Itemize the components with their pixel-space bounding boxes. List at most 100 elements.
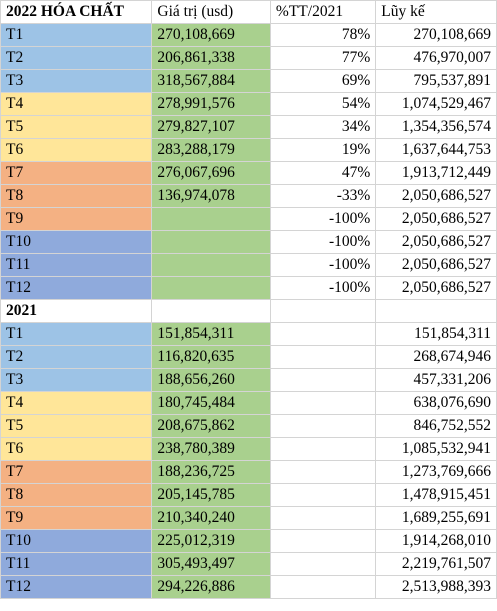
month-cell[interactable]: T10 [0,529,153,553]
cumulative-cell[interactable]: 1,074,529,467 [375,92,497,116]
pct-cell[interactable] [269,322,377,346]
empty-cell[interactable] [151,299,271,323]
value-cell[interactable]: 210,340,240 [151,506,271,530]
cumulative-cell[interactable]: 2,513,988,393 [375,575,497,599]
cumulative-cell[interactable]: 1,354,356,574 [375,115,497,139]
empty-cell[interactable] [269,299,377,323]
value-cell[interactable]: 188,656,260 [151,368,271,392]
value-cell[interactable]: 278,991,576 [151,92,271,116]
value-cell[interactable] [151,230,271,254]
value-cell[interactable]: 188,236,725 [151,460,271,484]
month-cell[interactable]: T7 [0,161,153,185]
month-cell[interactable]: T6 [0,437,153,461]
pct-cell[interactable] [269,552,377,576]
month-cell[interactable]: T1 [0,23,153,47]
month-cell[interactable]: T10 [0,230,153,254]
pct-cell[interactable]: 47% [269,161,377,185]
cumulative-cell[interactable]: 2,050,686,527 [375,276,497,300]
pct-cell[interactable]: -100% [269,207,377,231]
cumulative-cell[interactable]: 1,085,532,941 [375,437,497,461]
value-cell[interactable] [151,276,271,300]
month-cell[interactable]: T11 [0,552,153,576]
pct-cell[interactable]: 19% [269,138,377,162]
cumulative-cell[interactable]: 476,970,007 [375,46,497,70]
month-cell[interactable]: T4 [0,92,153,116]
pct-cell[interactable] [269,529,377,553]
pct-cell[interactable]: 69% [269,69,377,93]
cumulative-cell[interactable]: 795,537,891 [375,69,497,93]
month-cell[interactable]: T7 [0,460,153,484]
value-cell[interactable]: 136,974,078 [151,184,271,208]
month-cell[interactable]: T1 [0,322,153,346]
pct-cell[interactable]: 78% [269,23,377,47]
cumulative-cell[interactable]: 457,331,206 [375,368,497,392]
cumulative-cell[interactable]: 846,752,552 [375,414,497,438]
month-cell[interactable]: T9 [0,207,153,231]
month-cell[interactable]: T8 [0,483,153,507]
month-cell[interactable]: T5 [0,115,153,139]
value-cell[interactable]: 305,493,497 [151,552,271,576]
pct-cell[interactable]: -100% [269,253,377,277]
column-header-pct[interactable]: %TT/2021 [269,0,377,24]
month-cell[interactable]: T4 [0,391,153,415]
pct-cell[interactable] [269,483,377,507]
value-cell[interactable]: 238,780,389 [151,437,271,461]
pct-cell[interactable]: -100% [269,230,377,254]
cumulative-cell[interactable]: 1,689,255,691 [375,506,497,530]
pct-cell[interactable]: 77% [269,46,377,70]
cumulative-cell[interactable]: 2,050,686,527 [375,207,497,231]
pct-cell[interactable] [269,506,377,530]
cumulative-cell[interactable]: 268,674,946 [375,345,497,369]
month-cell[interactable]: T6 [0,138,153,162]
value-cell[interactable] [151,253,271,277]
cumulative-cell[interactable]: 2,219,761,507 [375,552,497,576]
cumulative-cell[interactable]: 1,637,644,753 [375,138,497,162]
value-cell[interactable]: 180,745,484 [151,391,271,415]
cumulative-cell[interactable]: 2,050,686,527 [375,230,497,254]
value-cell[interactable]: 208,675,862 [151,414,271,438]
value-cell[interactable]: 205,145,785 [151,483,271,507]
value-cell[interactable]: 206,861,338 [151,46,271,70]
pct-cell[interactable] [269,414,377,438]
column-header-value[interactable]: Giá trị (usd) [151,0,271,24]
pct-cell[interactable]: -100% [269,276,377,300]
cumulative-cell[interactable]: 151,854,311 [375,322,497,346]
pct-cell[interactable] [269,437,377,461]
month-cell[interactable]: T3 [0,368,153,392]
cumulative-cell[interactable]: 1,913,712,449 [375,161,497,185]
pct-cell[interactable] [269,391,377,415]
month-cell[interactable]: T3 [0,69,153,93]
cumulative-cell[interactable]: 2,050,686,527 [375,253,497,277]
empty-cell[interactable] [375,299,497,323]
value-cell[interactable]: 279,827,107 [151,115,271,139]
cumulative-cell[interactable]: 2,050,686,527 [375,184,497,208]
pct-cell[interactable]: 54% [269,92,377,116]
month-cell[interactable]: T8 [0,184,153,208]
value-cell[interactable]: 318,567,884 [151,69,271,93]
month-cell[interactable]: T12 [0,276,153,300]
pct-cell[interactable] [269,368,377,392]
month-cell[interactable]: T2 [0,46,153,70]
month-cell[interactable]: T11 [0,253,153,277]
value-cell[interactable]: 151,854,311 [151,322,271,346]
value-cell[interactable]: 225,012,319 [151,529,271,553]
month-cell[interactable]: T9 [0,506,153,530]
month-cell[interactable]: T5 [0,414,153,438]
value-cell[interactable]: 294,226,886 [151,575,271,599]
month-cell[interactable]: T2 [0,345,153,369]
cumulative-cell[interactable]: 1,273,769,666 [375,460,497,484]
title-cell-2022[interactable]: 2022 HÓA CHẤT [0,0,153,24]
month-cell[interactable]: T12 [0,575,153,599]
cumulative-cell[interactable]: 1,914,268,010 [375,529,497,553]
column-header-cumulative[interactable]: Lũy kế [375,0,497,24]
value-cell[interactable]: 270,108,669 [151,23,271,47]
pct-cell[interactable] [269,460,377,484]
value-cell[interactable]: 283,288,179 [151,138,271,162]
pct-cell[interactable] [269,575,377,599]
cumulative-cell[interactable]: 270,108,669 [375,23,497,47]
pct-cell[interactable]: -33% [269,184,377,208]
cumulative-cell[interactable]: 638,076,690 [375,391,497,415]
value-cell[interactable]: 116,820,635 [151,345,271,369]
pct-cell[interactable]: 34% [269,115,377,139]
value-cell[interactable]: 276,067,696 [151,161,271,185]
